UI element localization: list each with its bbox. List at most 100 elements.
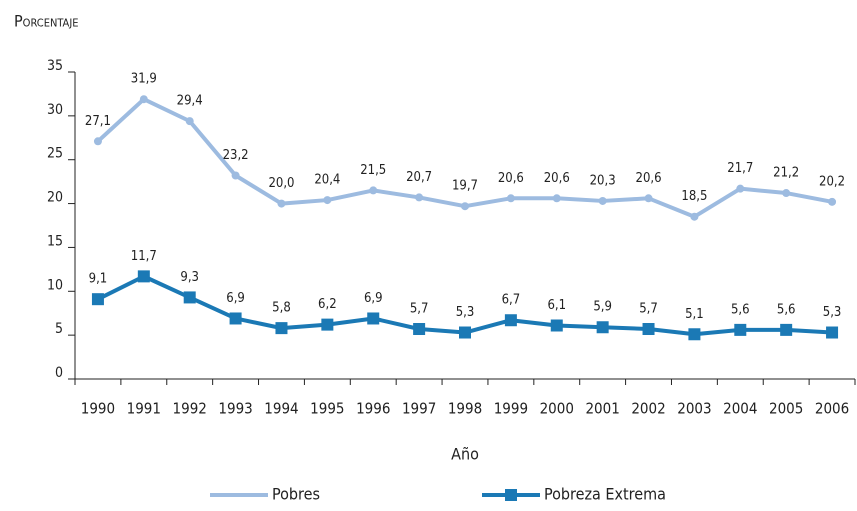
data-label: 5,9 (593, 300, 612, 315)
marker (690, 212, 699, 221)
data-label: 6,9 (226, 291, 245, 306)
marker (780, 323, 793, 336)
marker (552, 194, 561, 203)
x-tick-label: 2002 (631, 400, 665, 418)
data-label: 11,7 (131, 249, 157, 264)
data-label: 6,1 (547, 298, 566, 313)
legend-label: Pobreza Extrema (544, 485, 666, 504)
legend-marker (505, 489, 517, 501)
data-label: 5,6 (777, 302, 796, 317)
data-label: 20,3 (590, 173, 616, 188)
data-label: 5,3 (456, 305, 475, 320)
y-tick-label: 25 (47, 146, 63, 162)
marker (688, 328, 701, 341)
marker (185, 117, 194, 126)
marker (321, 318, 334, 331)
data-label: 19,7 (452, 179, 478, 194)
data-label: 20,7 (406, 170, 432, 185)
marker (550, 319, 563, 332)
marker (323, 196, 332, 205)
data-label: 21,5 (360, 163, 386, 178)
marker (413, 323, 426, 336)
data-label: 5,7 (410, 302, 429, 317)
y-tick-label: 10 (47, 277, 63, 293)
marker (229, 312, 242, 325)
y-tick-label: 0 (55, 365, 63, 381)
x-tick-label: 2004 (723, 400, 757, 418)
data-label: 20,0 (268, 176, 294, 191)
data-label: 20,6 (636, 171, 662, 186)
marker (231, 171, 240, 180)
marker (506, 194, 515, 203)
marker (459, 326, 471, 339)
data-label: 5,3 (823, 305, 842, 320)
marker (275, 322, 288, 335)
x-tick-label: 2000 (540, 400, 574, 418)
x-tick-label: 1995 (310, 400, 344, 418)
x-tick-label: 2003 (677, 400, 711, 418)
x-axis-label: Año (451, 445, 479, 464)
series-line (96, 97, 833, 219)
x-tick-label: 2006 (815, 400, 849, 418)
marker (598, 196, 607, 205)
data-label: 9,1 (89, 272, 108, 287)
y-tick-label: 35 (47, 58, 63, 74)
x-tick-label: 1999 (494, 400, 528, 418)
marker (644, 194, 653, 203)
x-tick-label: 1990 (81, 400, 115, 418)
marker (504, 314, 517, 327)
x-tick-label: 1994 (264, 400, 298, 418)
y-tick-label: 5 (55, 321, 63, 337)
data-label: 5,1 (685, 307, 704, 322)
data-label: 6,9 (364, 291, 383, 306)
data-label: 21,2 (773, 166, 799, 181)
data-label: 5,7 (639, 302, 658, 317)
data-label: 20,4 (314, 173, 340, 188)
data-label: 5,8 (272, 301, 291, 316)
marker (736, 184, 745, 193)
y-tick-label: 15 (47, 233, 63, 249)
x-tick-label: 2005 (769, 400, 803, 418)
data-label: 9,3 (180, 270, 199, 285)
x-tick-label: 1996 (356, 400, 390, 418)
marker (461, 202, 469, 211)
marker (828, 197, 837, 206)
marker (734, 323, 747, 336)
y-axis-label: Porcentaje (14, 12, 79, 31)
legend-label: Pobres (272, 485, 320, 504)
marker (139, 95, 148, 104)
data-label: 20,6 (544, 171, 570, 186)
x-tick-label: 1992 (173, 400, 207, 418)
data-label: 6,7 (502, 293, 521, 308)
x-tick-label: 1997 (402, 400, 436, 418)
marker (183, 291, 196, 304)
x-tick-label: 1998 (448, 400, 482, 418)
marker (277, 199, 286, 208)
marker (137, 270, 150, 283)
marker (415, 193, 424, 202)
data-label: 31,9 (131, 72, 157, 87)
data-label: 27,1 (85, 114, 111, 129)
data-label: 20,2 (819, 174, 845, 189)
x-tick-label: 2001 (585, 400, 619, 418)
y-tick-label: 20 (47, 190, 63, 206)
marker (596, 321, 609, 334)
data-label: 5,6 (731, 302, 750, 317)
data-label: 29,4 (177, 94, 203, 109)
data-label: 21,7 (727, 161, 753, 176)
x-tick-label: 1991 (127, 400, 161, 418)
x-tick-label: 1993 (218, 400, 252, 418)
marker (91, 293, 104, 306)
marker (93, 137, 102, 146)
y-tick-label: 30 (47, 102, 63, 118)
data-label: 20,6 (498, 171, 524, 186)
data-label: 6,2 (318, 297, 337, 312)
marker (369, 186, 378, 195)
marker (642, 323, 655, 336)
data-label: 18,5 (681, 189, 707, 204)
marker (826, 326, 839, 339)
marker (782, 189, 791, 198)
data-label: 23,2 (223, 148, 249, 163)
marker (367, 312, 380, 325)
